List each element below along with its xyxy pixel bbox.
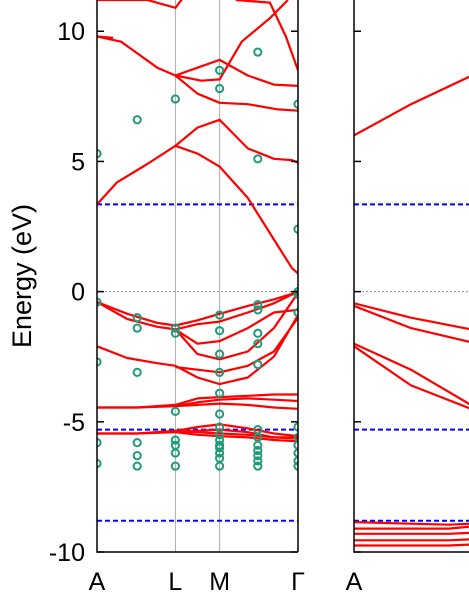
band-line (97, 0, 183, 9)
band-line (175, 431, 298, 439)
experiment-marker (215, 448, 225, 458)
experiment-marker (253, 445, 263, 456)
band-line (174, 308, 298, 345)
experiment-marker (170, 94, 180, 104)
experiment-marker (132, 323, 142, 333)
experiment-marker (215, 430, 225, 440)
band-line (354, 521, 469, 526)
band-line (174, 74, 298, 112)
panel-2 (354, 75, 469, 547)
band-line (97, 314, 298, 386)
experiment-marker (132, 115, 142, 125)
band-line (354, 342, 469, 406)
experiment-marker (253, 47, 263, 57)
experiment-marker (170, 435, 180, 445)
y-tick-label: 0 (71, 279, 85, 307)
band-line (97, 291, 298, 327)
experiment-marker (253, 451, 263, 461)
y-tick-label: -10 (49, 539, 85, 567)
kpoint-label: Γ (291, 568, 305, 596)
experiment-marker (253, 440, 263, 450)
panel-1 (97, 0, 298, 552)
experiment-marker (170, 406, 180, 416)
band-line (235, 0, 298, 71)
experiment-marker (253, 305, 263, 315)
experiment-marker (215, 83, 225, 94)
experiment-marker (215, 310, 225, 320)
band-line (175, 317, 298, 374)
band-line (354, 525, 469, 530)
band-line (97, 35, 114, 39)
experiment-marker (253, 328, 263, 338)
experiment-marker (253, 461, 263, 471)
experiment-marker (253, 154, 263, 164)
experiment-marker (170, 461, 180, 471)
band-line (97, 397, 298, 409)
band-line (175, 402, 298, 410)
band-line (354, 538, 469, 542)
band-line (354, 345, 469, 410)
band-line (175, 144, 298, 275)
experiment-marker (215, 326, 225, 336)
experiment-marker (215, 461, 225, 471)
band-line (354, 302, 469, 331)
experiment-marker (253, 456, 263, 466)
band-line (354, 531, 469, 535)
kpoint-label: M (209, 568, 230, 596)
experiment-marker (253, 339, 263, 349)
experiment-marker (253, 359, 263, 370)
band-line (354, 543, 469, 547)
band-line (175, 0, 289, 82)
band-line (97, 35, 298, 87)
experiment-marker (132, 438, 142, 448)
experiment-marker (215, 409, 225, 419)
band-line (97, 290, 298, 331)
experiment-marker (132, 451, 142, 461)
experiment-marker (132, 313, 142, 323)
experiment-marker (215, 65, 225, 75)
experiment-marker (132, 367, 142, 377)
experiment-marker (170, 323, 180, 333)
band-line (174, 292, 298, 361)
y-tick-label: 5 (71, 148, 85, 176)
y-tick-label: 10 (57, 18, 85, 46)
experiment-marker (215, 443, 225, 453)
band-line (354, 75, 469, 137)
experiment-marker (215, 367, 225, 377)
y-tick-label: -5 (63, 409, 85, 437)
kpoint-label: A (346, 568, 363, 596)
experiment-marker (253, 300, 263, 310)
kpoint-label: L (168, 568, 182, 596)
experiment-marker (132, 461, 142, 471)
experiment-marker (170, 448, 180, 458)
experiment-marker (215, 388, 225, 398)
panel-frame (353, 0, 469, 553)
band-line (175, 431, 298, 443)
band-line (354, 304, 469, 343)
band-line (97, 118, 298, 206)
kpoint-label: A (89, 568, 106, 596)
experiment-marker (215, 349, 225, 359)
experiment-marker (170, 328, 180, 338)
y-axis-label: Energy (eV) (7, 204, 37, 348)
